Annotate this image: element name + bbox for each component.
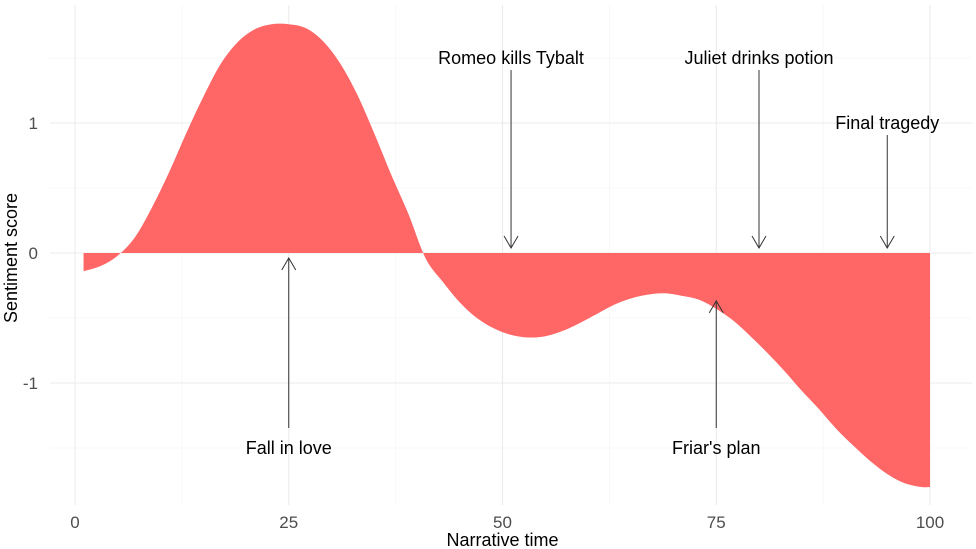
x-tick-label: 50 bbox=[493, 513, 512, 532]
annotation-label: Fall in love bbox=[246, 438, 332, 458]
x-tick-label: 75 bbox=[707, 513, 726, 532]
annotation-label: Juliet drinks potion bbox=[684, 48, 833, 68]
annotation-label: Final tragedy bbox=[835, 113, 939, 133]
annotation-label: Romeo kills Tybalt bbox=[438, 48, 584, 68]
arrow-head bbox=[751, 235, 767, 249]
x-tick-label: 0 bbox=[70, 513, 79, 532]
annotation-label: Friar's plan bbox=[672, 438, 760, 458]
arrow-head bbox=[503, 235, 519, 249]
tick-labels: 0 25 50 75 100 -1 0 1 bbox=[23, 114, 944, 532]
arrow-head bbox=[281, 257, 297, 271]
x-axis-label: Narrative time bbox=[446, 530, 558, 549]
y-tick-label: 0 bbox=[29, 244, 38, 263]
x-tick-label: 25 bbox=[279, 513, 298, 532]
y-tick-label: 1 bbox=[29, 114, 38, 133]
y-axis-label: Sentiment score bbox=[1, 193, 21, 323]
y-tick-label: -1 bbox=[23, 374, 38, 393]
annotations: Fall in love Romeo kills Tybalt Friar's pl… bbox=[246, 48, 940, 458]
x-tick-label: 100 bbox=[916, 513, 944, 532]
sentiment-area bbox=[83, 23, 931, 488]
arrow-head bbox=[879, 235, 895, 249]
arrow-head bbox=[708, 299, 724, 314]
